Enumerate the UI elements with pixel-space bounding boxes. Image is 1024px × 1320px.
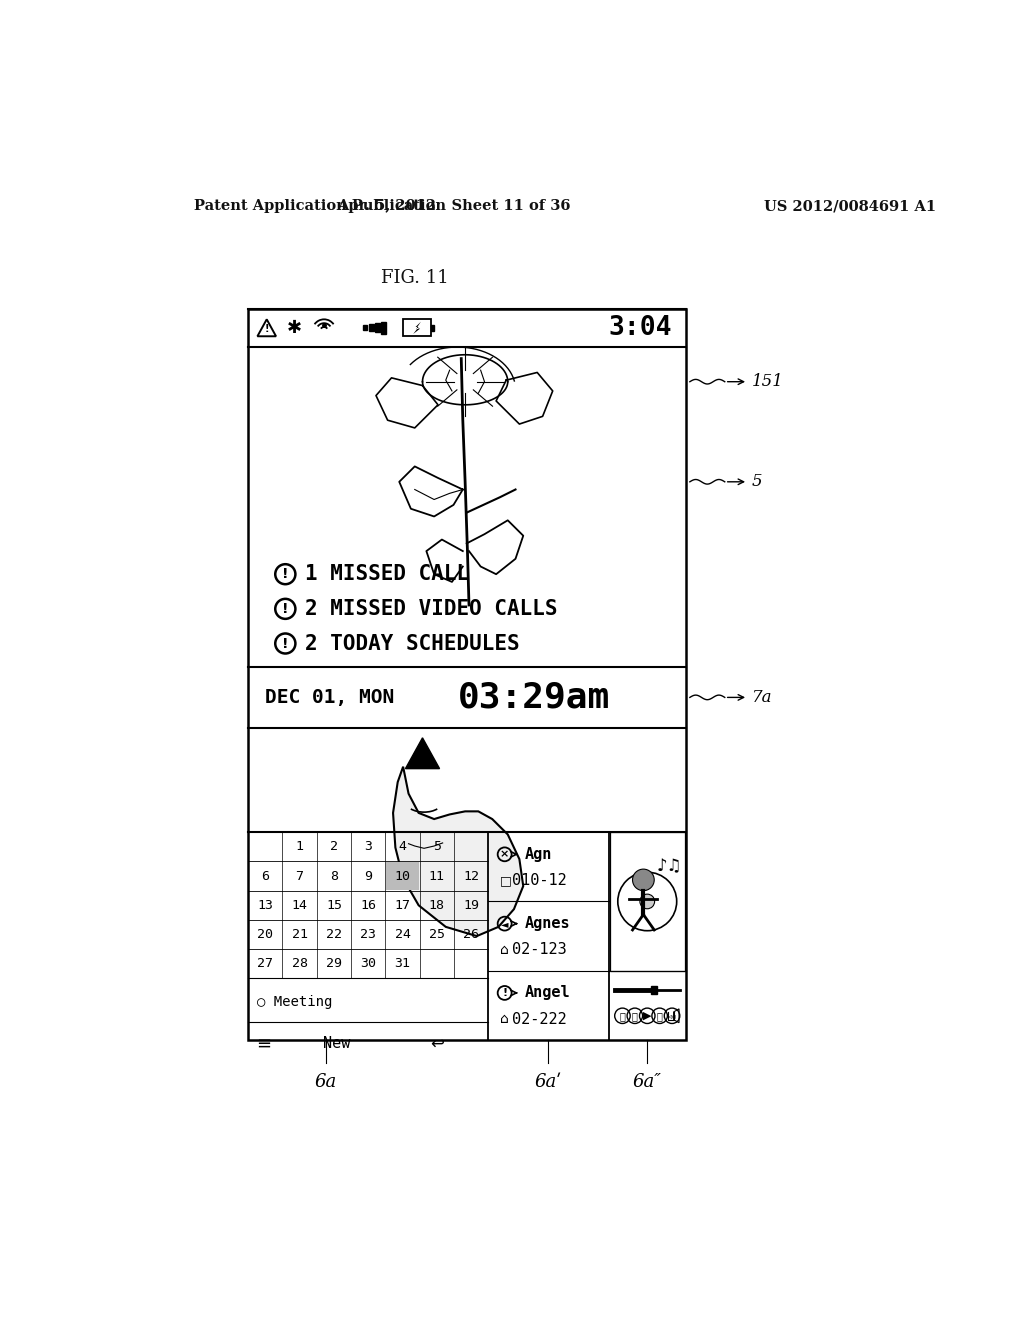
- Text: 3:04: 3:04: [608, 314, 672, 341]
- Text: ✱: ✱: [287, 319, 302, 337]
- Text: 4: 4: [398, 841, 407, 853]
- Text: 14: 14: [292, 899, 307, 912]
- Text: !: !: [282, 602, 289, 616]
- Text: 1 MISSED CALL: 1 MISSED CALL: [305, 564, 469, 585]
- Bar: [375, 323, 380, 333]
- Text: □: □: [500, 874, 512, 887]
- Text: US 2012/0084691 A1: US 2012/0084691 A1: [764, 199, 936, 213]
- Bar: [248, 309, 686, 1040]
- Text: DEC 01, MON: DEC 01, MON: [265, 688, 394, 708]
- Text: 1: 1: [296, 841, 303, 853]
- Text: Agnes: Agnes: [524, 916, 570, 931]
- Text: 23: 23: [360, 928, 376, 941]
- Text: 12: 12: [463, 870, 479, 883]
- Text: ▶: ▶: [643, 1011, 651, 1020]
- Bar: [431, 325, 434, 331]
- Text: ×: ×: [500, 849, 509, 859]
- Text: 22: 22: [326, 928, 342, 941]
- Bar: [610, 832, 685, 970]
- Text: 8: 8: [330, 870, 338, 883]
- Text: 6: 6: [261, 870, 269, 883]
- Text: 30: 30: [360, 957, 376, 970]
- Text: ⏮: ⏮: [620, 1011, 626, 1020]
- Text: ⏭: ⏭: [656, 1011, 663, 1020]
- Text: 25: 25: [429, 928, 444, 941]
- Text: 6a: 6a: [314, 1073, 337, 1092]
- Text: 03:29am: 03:29am: [458, 680, 609, 714]
- Text: 02-222: 02-222: [512, 1011, 566, 1027]
- Text: FIG. 11: FIG. 11: [381, 269, 449, 286]
- Text: ◃◃: ◃◃: [668, 1011, 676, 1020]
- Text: !: !: [502, 987, 507, 998]
- Polygon shape: [393, 767, 523, 936]
- Text: 6a″: 6a″: [633, 1073, 662, 1092]
- Text: 5: 5: [752, 474, 763, 490]
- Text: Patent Application Publication: Patent Application Publication: [194, 199, 445, 213]
- Circle shape: [640, 894, 654, 908]
- Text: ⌂: ⌂: [500, 942, 509, 957]
- Text: 31: 31: [394, 957, 411, 970]
- Text: ↩: ↩: [430, 1035, 443, 1053]
- Text: 5: 5: [433, 841, 441, 853]
- Text: 7a: 7a: [752, 689, 772, 706]
- Text: 2 MISSED VIDEO CALLS: 2 MISSED VIDEO CALLS: [305, 599, 557, 619]
- Polygon shape: [406, 738, 439, 768]
- Text: 29: 29: [326, 957, 342, 970]
- Text: 20: 20: [257, 928, 273, 941]
- Text: 9: 9: [365, 870, 373, 883]
- Text: 13: 13: [257, 899, 273, 912]
- Text: 28: 28: [292, 957, 307, 970]
- Text: 10: 10: [394, 870, 411, 883]
- Text: 27: 27: [257, 957, 273, 970]
- Text: ◄: ◄: [501, 919, 508, 929]
- Text: 18: 18: [429, 899, 444, 912]
- Text: !: !: [264, 323, 269, 334]
- Text: Agn: Agn: [524, 847, 552, 862]
- Polygon shape: [414, 322, 421, 334]
- Text: 151: 151: [752, 374, 783, 391]
- Text: 16: 16: [360, 899, 376, 912]
- Text: 6aʹ: 6aʹ: [535, 1073, 562, 1092]
- Text: 17: 17: [394, 899, 411, 912]
- Text: 3: 3: [365, 841, 373, 853]
- Text: 010-12: 010-12: [512, 873, 566, 888]
- Text: Angel: Angel: [524, 986, 570, 1001]
- Text: ⌂: ⌂: [500, 1012, 509, 1026]
- Text: Apr. 5, 2012   Sheet 11 of 36: Apr. 5, 2012 Sheet 11 of 36: [337, 199, 570, 213]
- Text: 2 TODAY SCHEDULES: 2 TODAY SCHEDULES: [305, 634, 519, 653]
- Text: 2: 2: [330, 841, 338, 853]
- Text: 15: 15: [326, 899, 342, 912]
- Bar: [386, 862, 419, 890]
- Text: ○ Meeting: ○ Meeting: [257, 994, 333, 1008]
- Bar: [403, 319, 431, 337]
- Text: 19: 19: [463, 899, 479, 912]
- Text: ≡: ≡: [256, 1035, 271, 1053]
- Bar: [650, 986, 656, 994]
- Circle shape: [633, 869, 654, 891]
- Text: 21: 21: [292, 928, 307, 941]
- Text: 24: 24: [394, 928, 411, 941]
- Text: !: !: [282, 568, 289, 581]
- Text: 02-123: 02-123: [512, 942, 566, 957]
- Text: 26: 26: [463, 928, 479, 941]
- Text: !: !: [282, 636, 289, 651]
- Text: 7: 7: [296, 870, 303, 883]
- Bar: [381, 322, 386, 334]
- Text: New: New: [323, 1036, 350, 1052]
- Text: ⏸: ⏸: [632, 1011, 638, 1020]
- Text: ♪♫: ♪♫: [656, 858, 682, 875]
- Bar: [250, 347, 684, 667]
- Bar: [362, 326, 368, 330]
- Bar: [369, 325, 374, 331]
- Text: 11: 11: [429, 870, 444, 883]
